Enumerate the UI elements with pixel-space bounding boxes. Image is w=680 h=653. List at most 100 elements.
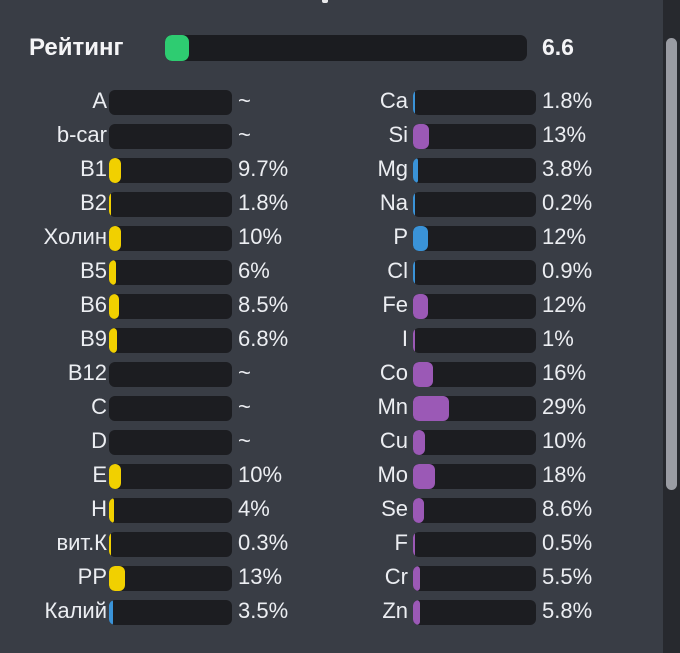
nutrient-row: Cr 5.5%: [330, 561, 660, 595]
nutrient-row: B2 1.8%: [0, 187, 330, 221]
nutrient-row: Zn 5.8%: [330, 595, 660, 629]
nutrient-bar-fill: [413, 566, 420, 591]
nutrient-bar: [413, 396, 536, 421]
nutrient-value: 16%: [542, 360, 587, 385]
nutrient-bar: [109, 396, 232, 421]
nutrient-row: b-car ~: [0, 119, 330, 153]
nutrient-bar-fill: [413, 498, 424, 523]
nutrient-value: 29%: [542, 394, 587, 419]
nutrient-name: Se: [381, 496, 408, 521]
nutrient-bar-fill: [109, 464, 121, 489]
nutrient-name: Fe: [382, 292, 408, 317]
nutrient-value: 0.9%: [542, 258, 593, 283]
nutrient-value: 1%: [542, 326, 574, 351]
nutrient-row: H 4%: [0, 493, 330, 527]
nutrient-row: A ~: [0, 85, 330, 119]
nutrient-row: D ~: [0, 425, 330, 459]
nutrient-bar-fill: [413, 362, 433, 387]
nutrient-name: B9: [80, 326, 107, 351]
nutrient-value: 3.8%: [542, 156, 593, 181]
nutrient-name: D: [91, 428, 107, 453]
nutrient-name: C: [91, 394, 107, 419]
nutrient-row: B12 ~: [0, 357, 330, 391]
nutrient-bar-fill: [109, 226, 121, 251]
nutrient-value: ~: [238, 428, 251, 453]
nutrient-bar-fill: [413, 396, 449, 421]
nutrient-name: I: [401, 326, 408, 351]
nutrient-value: 1.8%: [238, 190, 289, 215]
nutrient-name: PP: [77, 564, 107, 589]
nutrient-row: B6 8.5%: [0, 289, 330, 323]
nutrient-bar: [413, 566, 536, 591]
nutrient-bar: [109, 464, 232, 489]
nutrient-row: Mg 3.8%: [330, 153, 660, 187]
nutrient-bar-fill: [413, 532, 415, 557]
nutrient-value: 6.8%: [238, 326, 289, 351]
nutrient-bar-fill: [109, 294, 119, 319]
nutrient-bar-fill: [413, 260, 415, 285]
nutrient-row: F 0.5%: [330, 527, 660, 561]
nutrient-name: вит.К: [56, 530, 107, 555]
nutrient-name: Zn: [382, 598, 408, 623]
nutrient-value: 5.5%: [542, 564, 593, 589]
nutrient-bar: [413, 498, 536, 523]
nutrient-bar-fill: [109, 532, 111, 557]
nutrient-bar: [109, 226, 232, 251]
nutrient-bar-fill: [109, 192, 111, 217]
nutrient-bar: [109, 566, 232, 591]
nutrient-name: E: [92, 462, 107, 487]
nutrient-bar: [413, 430, 536, 455]
nutrient-row: E 10%: [0, 459, 330, 493]
nutrient-bar: [109, 90, 232, 115]
nutrient-bar-fill: [109, 600, 113, 625]
nutrient-value: 10%: [542, 428, 587, 453]
nutrient-bar: [413, 600, 536, 625]
nutrient-value: ~: [238, 88, 251, 113]
nutrient-value: 6%: [238, 258, 270, 283]
nutrient-value: 18%: [542, 462, 587, 487]
nutrient-value: 3.5%: [238, 598, 289, 623]
nutrient-name: Холин: [43, 224, 107, 249]
nutrient-row: Si 13%: [330, 119, 660, 153]
nutrient-bar-fill: [109, 158, 121, 183]
nutrient-name: Mg: [377, 156, 408, 181]
nutrient-row: C ~: [0, 391, 330, 425]
nutrient-value: 12%: [542, 292, 587, 317]
nutrient-name: Mn: [377, 394, 408, 419]
nutrient-row: PP 13%: [0, 561, 330, 595]
nutrient-name: Cu: [379, 428, 408, 453]
nutrient-name: B6: [80, 292, 107, 317]
scrollbar-thumb[interactable]: [666, 38, 677, 490]
nutrient-value: ~: [238, 394, 251, 419]
rating-bar-fill: [165, 35, 189, 61]
nutrient-name: B1: [80, 156, 107, 181]
nutrient-name: A: [92, 88, 107, 113]
nutrient-bar: [109, 260, 232, 285]
nutrient-bar-fill: [413, 158, 418, 183]
nutrient-bar-fill: [413, 430, 425, 455]
nutrient-bar: [109, 294, 232, 319]
nutrient-name: Co: [379, 360, 408, 385]
nutrient-name: P: [393, 224, 408, 249]
nutrient-value: 8.6%: [542, 496, 593, 521]
nutrient-bar-fill: [413, 90, 415, 115]
nutrient-row: вит.К 0.3%: [0, 527, 330, 561]
nutrient-bar: [413, 192, 536, 217]
nutrient-bar: [413, 464, 536, 489]
nutrient-row: I 1%: [330, 323, 660, 357]
nutrient-bar-fill: [413, 226, 428, 251]
scrollbar[interactable]: [663, 0, 680, 653]
nutrient-value: 12%: [542, 224, 587, 249]
nutrient-value: 0.3%: [238, 530, 289, 555]
nutrient-bar: [413, 532, 536, 557]
nutrient-bar: [109, 430, 232, 455]
nutrient-bar: [413, 90, 536, 115]
nutrient-row: B1 9.7%: [0, 153, 330, 187]
nutrient-bar-fill: [109, 260, 116, 285]
nutrient-bar-fill: [109, 498, 114, 523]
nutrient-bar: [109, 600, 232, 625]
rating-bar: [165, 35, 527, 61]
nutrient-name: Cr: [384, 564, 408, 589]
nutrient-bar-fill: [413, 124, 429, 149]
nutrient-row: Fe 12%: [330, 289, 660, 323]
